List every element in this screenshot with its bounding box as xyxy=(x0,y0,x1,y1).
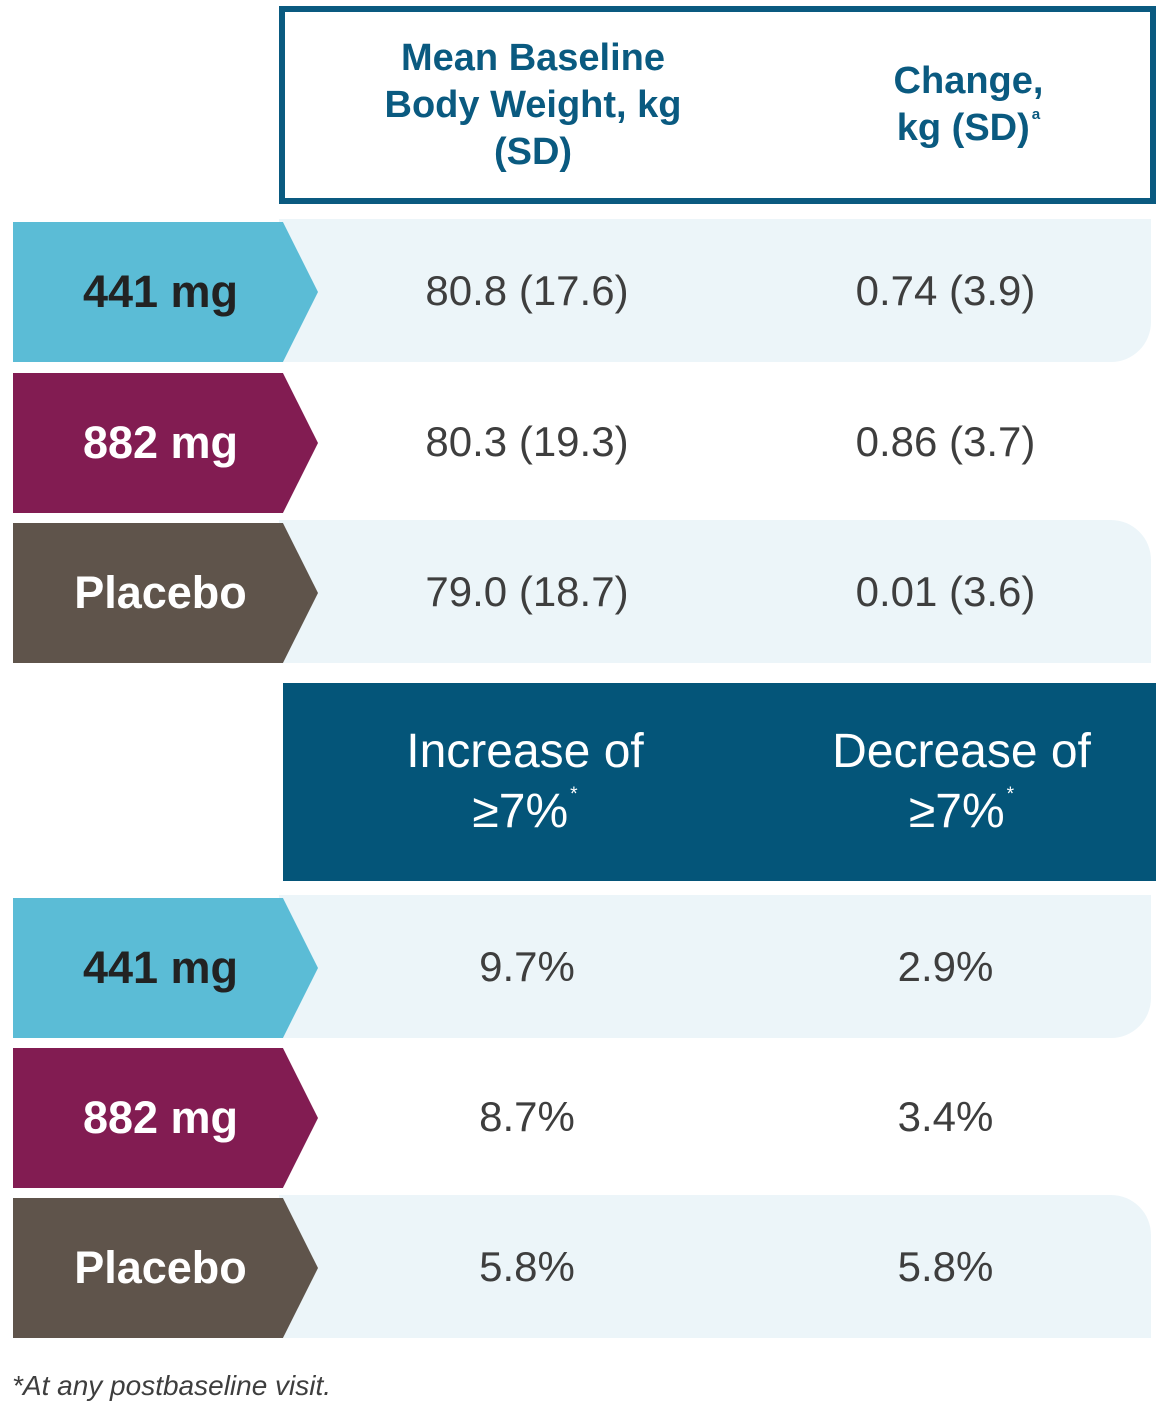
table1-row-882mg: 882 mg 80.3 (19.3) 0.86 (3.7) xyxy=(0,370,1161,513)
row-band xyxy=(279,219,1151,362)
decrease-value: 5.8% xyxy=(897,1242,994,1290)
table1-header-baseline-weight-text: Mean Baseline Body Weight, kg (SD) xyxy=(384,36,682,173)
table2-header-increase-text: Increase of ≥7% xyxy=(406,725,644,838)
table1-header: Mean Baseline Body Weight, kg (SD) Chang… xyxy=(279,6,1156,204)
table2-header: Increase of ≥7% * Decrease of ≥7% * xyxy=(283,683,1156,881)
dose-arrow-placebo: Placebo xyxy=(13,1198,318,1338)
baseline-weight-value: 80.3 (19.3) xyxy=(425,417,629,465)
change-value: 0.01 (3.6) xyxy=(855,567,1036,615)
table1-header-change: Change, kg (SD) a xyxy=(781,12,1156,198)
table2-header-decrease-text: Decrease of ≥7% xyxy=(832,725,1091,838)
dose-arrow-441mg: 441 mg xyxy=(13,222,318,362)
increase-value: 8.7% xyxy=(479,1092,575,1140)
table1-header-change-text: Change, kg (SD) xyxy=(893,60,1044,149)
table1-header-baseline-weight: Mean Baseline Body Weight, kg (SD) xyxy=(285,12,781,198)
table1-row-placebo: Placebo 79.0 (18.7) 0.01 (3.6) xyxy=(0,520,1161,663)
dose-label: Placebo xyxy=(74,1242,247,1293)
footnote: *At any postbaseline visit. xyxy=(12,1370,332,1401)
change-value: 0.74 (3.9) xyxy=(855,266,1036,314)
decrease-value: 2.9% xyxy=(897,942,994,990)
dose-arrow-882mg: 882 mg xyxy=(13,373,318,513)
table2-row-placebo: Placebo 5.8% 5.8% xyxy=(0,1195,1161,1338)
table2-header-increase-wrap: Increase of ≥7% * xyxy=(405,722,645,842)
row-band xyxy=(279,1195,1151,1338)
dose-label: 441 mg xyxy=(82,266,239,317)
increase-value: 9.7% xyxy=(479,942,575,990)
dose-arrow-882mg: 882 mg xyxy=(13,1048,318,1188)
table1-header-change-wrap: Change, kg (SD) a xyxy=(869,58,1069,152)
row-band xyxy=(279,895,1151,1038)
dose-arrow-placebo: Placebo xyxy=(13,523,318,663)
table2-row-882mg: 882 mg 8.7% 3.4% xyxy=(0,1045,1161,1188)
dose-label: 882 mg xyxy=(82,417,239,468)
table2-header-increase: Increase of ≥7% * xyxy=(283,683,767,881)
table2-row-441mg: 441 mg 9.7% 2.9% xyxy=(0,895,1161,1038)
dose-arrow-441mg: 441 mg xyxy=(13,898,318,1038)
table2-header-increase-superscript: * xyxy=(570,784,578,806)
dose-label: Placebo xyxy=(74,567,247,618)
table1-header-change-superscript: a xyxy=(1031,105,1041,123)
table2-header-decrease: Decrease of ≥7% * xyxy=(767,683,1156,881)
increase-value: 5.8% xyxy=(479,1242,575,1290)
dose-label: 882 mg xyxy=(82,1092,239,1143)
decrease-value: 3.4% xyxy=(897,1092,994,1140)
table2-header-decrease-superscript: * xyxy=(1006,784,1015,806)
row-band xyxy=(279,520,1151,663)
table2-header-decrease-wrap: Decrease of ≥7% * xyxy=(832,722,1092,842)
baseline-weight-value: 80.8 (17.6) xyxy=(425,266,629,314)
change-value: 0.86 (3.7) xyxy=(855,417,1036,465)
dose-label: 441 mg xyxy=(82,942,239,993)
table1-row-441mg: 441 mg 80.8 (17.6) 0.74 (3.9) xyxy=(0,219,1161,362)
baseline-weight-value: 79.0 (18.7) xyxy=(425,567,629,615)
